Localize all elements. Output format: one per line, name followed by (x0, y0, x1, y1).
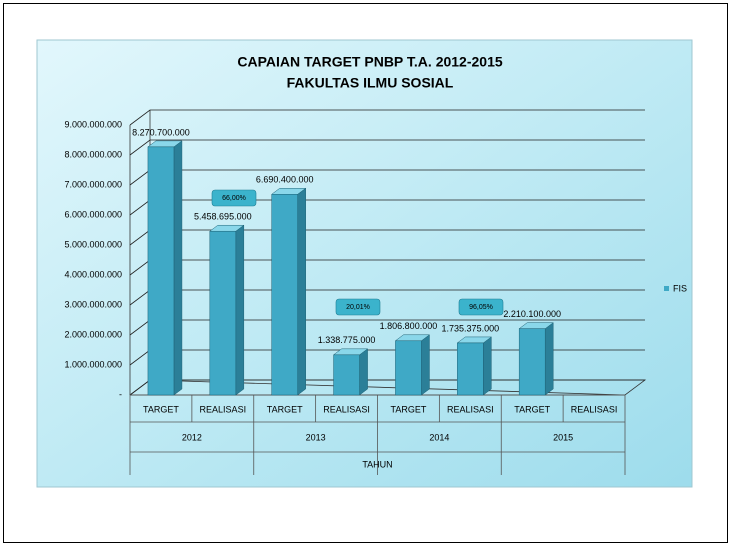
y-tick-label: 3.000.000.000 (64, 299, 122, 309)
bar-side (544, 322, 554, 396)
bar (271, 194, 298, 396)
annotation-box (335, 298, 381, 316)
annotation: 20,01% (346, 304, 370, 311)
y-tick-label: 5.000.000.000 (64, 239, 122, 249)
bar-side (173, 140, 183, 396)
x-tick-label: REALISASI (571, 404, 618, 414)
group-label: 2015 (553, 432, 573, 442)
x-tick-label: TARGET (391, 404, 427, 414)
value-label: 8.270.700.000 (132, 127, 190, 137)
value-label: 6.690.400.000 (256, 175, 314, 185)
chart-title: CAPAIAN TARGET PNBP T.A. 2012-2015 (237, 54, 503, 70)
bar (395, 340, 422, 396)
bar (518, 328, 546, 396)
value-label: 2.210.100.000 (503, 309, 561, 319)
legend-label: FIS (673, 283, 687, 293)
chart-area (36, 39, 693, 488)
grid-line (129, 109, 645, 126)
x-tick-label: TARGET (143, 404, 179, 414)
annotation: 96,05% (469, 304, 493, 311)
bar (333, 354, 360, 396)
y-tick-label: 1.000.000.000 (64, 359, 122, 369)
group-label: 2012 (182, 432, 202, 442)
value-label: 1.338.775.000 (318, 335, 376, 345)
value-label: 1.735.375.000 (442, 323, 500, 333)
x-tick-label: REALISASI (447, 404, 494, 414)
y-tick-label: 8.000.000.000 (64, 149, 122, 159)
annotation-box (458, 298, 504, 316)
value-label: 1.806.800.000 (380, 321, 438, 331)
bar (147, 146, 175, 396)
y-tick-label: 7.000.000.000 (64, 179, 122, 189)
bar (457, 342, 484, 396)
y-tick-label: 6.000.000.000 (64, 209, 122, 219)
bar-side (483, 336, 492, 396)
y-tick-label: 9.000.000.000 (64, 119, 122, 129)
y-tick-label: 2.000.000.000 (64, 329, 122, 339)
bar-side (359, 348, 368, 396)
group-label: 2014 (429, 432, 449, 442)
x-tick-label: REALISASI (200, 404, 247, 414)
group-label: 2013 (306, 432, 326, 442)
annotation: 66,00% (222, 195, 246, 202)
chart-subtitle: FAKULTAS ILMU SOSIAL (287, 75, 454, 91)
grid-line (129, 139, 645, 156)
annotation-box (211, 189, 257, 207)
y-tick-label: 4.000.000.000 (64, 269, 122, 279)
legend-swatch (664, 286, 669, 291)
x-tick-label: TARGET (267, 404, 303, 414)
x-tick-label: TARGET (514, 404, 550, 414)
y-tick-label: - (119, 389, 122, 399)
bar-side (297, 187, 306, 396)
bar-side (235, 224, 245, 396)
x-axis-label: TAHUN (362, 459, 392, 469)
bar (209, 230, 237, 396)
x-tick-label: REALISASI (323, 404, 370, 414)
value-label: 5.458.695.000 (194, 212, 252, 222)
bar-side (421, 334, 430, 396)
